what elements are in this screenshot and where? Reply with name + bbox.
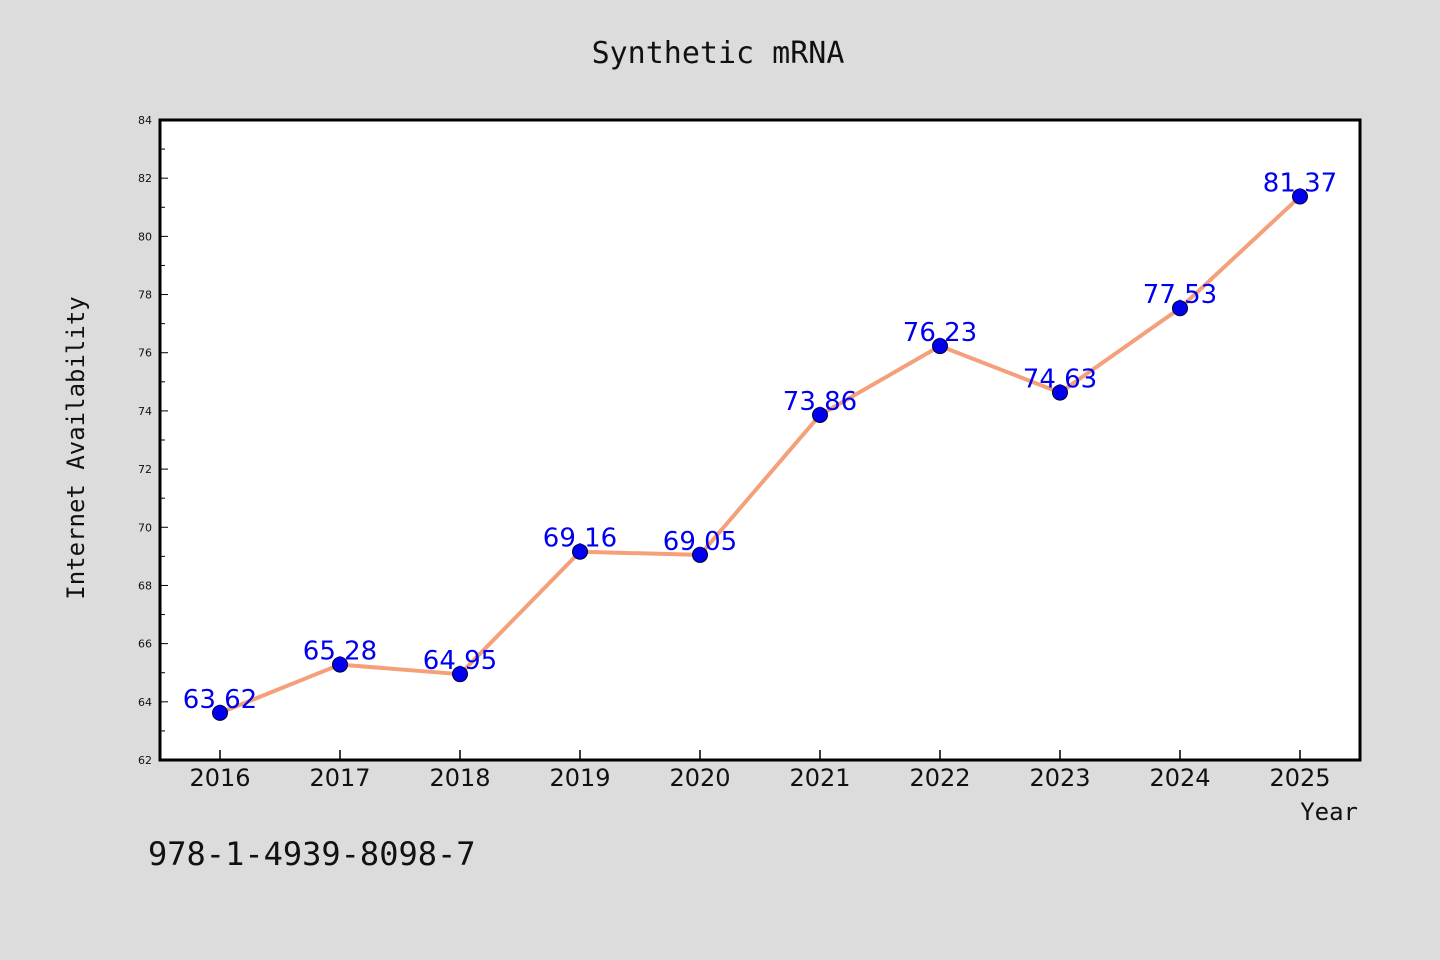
plot-frame <box>158 118 1362 762</box>
data-point <box>1292 188 1308 205</box>
data-point <box>212 704 228 721</box>
y-tick-label: 76 <box>138 347 152 360</box>
data-label: 63.62 <box>183 685 257 715</box>
y-ticks: 62 64 66 68 70 72 74 76 78 80 82 84 <box>138 114 168 767</box>
y-tick-label: 66 <box>138 638 152 651</box>
data-point <box>1172 300 1188 317</box>
x-tick-label: 2018 <box>429 764 490 792</box>
y-tick-label: 72 <box>138 463 152 476</box>
x-tick-label: 2016 <box>189 764 250 792</box>
data-label: 76.23 <box>903 318 977 348</box>
data-point <box>692 546 708 563</box>
data-point <box>1052 384 1068 401</box>
x-tick-label: 2022 <box>909 764 970 792</box>
series-line-group <box>219 195 1302 715</box>
data-label: 64.95 <box>423 646 497 676</box>
y-tick-label: 62 <box>138 754 152 767</box>
y-tick-label: 64 <box>138 696 152 709</box>
data-labels: 63.62 65.28 64.95 69.16 69.05 73.86 76.23 74.63… <box>183 169 1337 715</box>
data-label: 69.16 <box>543 524 617 554</box>
data-label: 73.86 <box>783 387 857 417</box>
x-tick-label: 2025 <box>1269 764 1330 792</box>
x-tick-label: 2017 <box>309 764 370 792</box>
series-line <box>219 195 1302 715</box>
y-tick-label: 84 <box>138 114 152 127</box>
plot-area <box>160 120 1360 760</box>
isbn-text: 978-1-4939-8098-7 <box>148 835 476 873</box>
x-tick-label: 2019 <box>549 764 610 792</box>
x-tick-label: 2020 <box>669 764 730 792</box>
x-tick-label: 2021 <box>789 764 850 792</box>
x-ticks: 2016 2017 2018 2019 2020 2021 2022 2023 2024 2025 <box>189 750 1331 792</box>
y-tick-label: 68 <box>138 579 152 592</box>
data-label: 77.53 <box>1143 280 1217 310</box>
data-point <box>332 656 348 673</box>
y-tick-label: 70 <box>138 521 152 534</box>
data-point <box>932 338 948 355</box>
data-label: 81.37 <box>1263 169 1337 199</box>
data-label: 74.63 <box>1023 365 1097 395</box>
data-point <box>572 543 588 560</box>
x-tick-label: 2023 <box>1029 764 1090 792</box>
y-tick-label: 74 <box>138 405 152 418</box>
data-label: 65.28 <box>303 637 377 667</box>
data-point <box>452 666 468 683</box>
y-tick-label: 78 <box>138 289 152 302</box>
x-tick-label: 2024 <box>1149 764 1210 792</box>
data-label: 69.05 <box>663 527 737 557</box>
y-axis-label: Internet Availability <box>62 296 90 599</box>
y-tick-label: 80 <box>138 230 152 243</box>
y-tick-label: 82 <box>138 172 152 185</box>
data-points <box>212 188 1308 721</box>
x-axis-label: Year <box>1300 798 1358 826</box>
chart-title: Synthetic mRNA <box>592 36 845 71</box>
data-point <box>812 406 828 423</box>
